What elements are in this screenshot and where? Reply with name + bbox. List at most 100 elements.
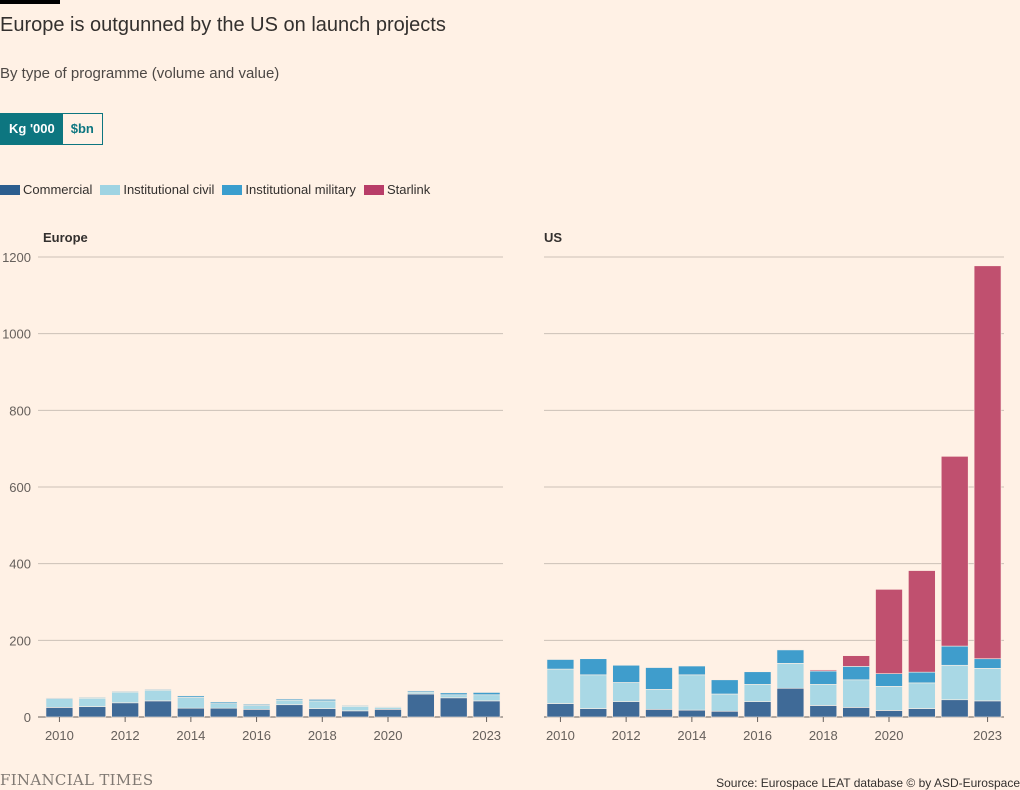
us-bar-institutional-civil-2020 (875, 686, 903, 711)
europe-bar-commercial-2010 (45, 707, 74, 718)
legend-swatch-institutional-military (222, 184, 243, 195)
y-tick-label-1200: 1200 (2, 250, 31, 265)
chart-subtitle: By type of programme (volume and value) (0, 65, 280, 82)
us-x-tick-label-2012: 2012 (612, 728, 641, 743)
europe-bar-institutional-military-2012 (111, 691, 139, 693)
us-bar-starlink-2019 (842, 655, 870, 667)
us-x-tick-label-2018: 2018 (809, 728, 838, 743)
us-x-tick-label-2010: 2010 (546, 728, 575, 743)
legend-swatch-starlink (363, 184, 384, 195)
legend-swatch-commercial (0, 184, 20, 195)
legend-label-starlink: Starlink (386, 182, 431, 197)
us-bar-institutional-civil-2021 (908, 682, 936, 709)
panel-title-us: US (544, 230, 563, 245)
europe-bar-institutional-military-2017 (275, 698, 304, 701)
europe-bar-commercial-2013 (144, 700, 172, 718)
legend-item-starlink: Starlink (363, 182, 431, 197)
us-bar-institutional-military-2021 (908, 671, 936, 684)
us-bar-commercial-2012 (612, 701, 640, 718)
europe-bar-institutional-military-2018 (308, 699, 337, 702)
legend-item-institutional-civil: Institutional civil (100, 182, 214, 197)
us-bar-institutional-civil-2023 (973, 668, 1002, 702)
toggle-kg-button[interactable]: Kg '000 (1, 114, 63, 144)
legend-item-institutional-military: Institutional military (222, 182, 356, 197)
us-bar-institutional-civil-2018 (809, 684, 838, 706)
us-bar-commercial-2023 (973, 700, 1002, 718)
europe-bar-institutional-civil-2013 (144, 689, 172, 702)
us-bar-institutional-military-2023 (973, 658, 1002, 669)
us-bar-institutional-military-2015 (710, 679, 739, 695)
europe-x-tick-label-2014: 2014 (176, 728, 205, 743)
us-bar-commercial-2020 (875, 710, 903, 718)
source-note: Source: Eurospace LEAT database © by ASD… (716, 776, 1020, 790)
europe-x-tick-label-2020: 2020 (374, 728, 403, 743)
y-tick-label-400: 400 (9, 557, 31, 572)
us-bar-institutional-military-2022 (940, 645, 969, 666)
us-bar-institutional-military-2011 (579, 658, 608, 676)
legend-label-institutional-civil: Institutional civil (123, 182, 215, 197)
us-bar-institutional-civil-2014 (678, 674, 706, 711)
us-bar-institutional-civil-2010 (546, 668, 575, 704)
europe-bar-institutional-civil-2022 (439, 694, 468, 699)
us-bar-institutional-civil-2022 (940, 664, 969, 701)
europe-x-tick-label-2012: 2012 (111, 728, 140, 743)
us-bar-institutional-civil-2016 (743, 684, 772, 702)
europe-bar-commercial-2011 (78, 706, 107, 718)
europe-bar-institutional-military-2019 (341, 705, 369, 707)
us-bar-commercial-2015 (710, 710, 739, 718)
legend: Commercial Institutional civil Instituti… (0, 182, 438, 197)
us-bar-starlink-2021 (908, 570, 936, 673)
europe-bar-commercial-2023 (472, 700, 501, 718)
europe-bar-commercial-2016 (242, 709, 271, 718)
us-bar-commercial-2021 (908, 708, 936, 718)
europe-bar-institutional-military-2021 (407, 690, 435, 693)
europe-bar-institutional-civil-2017 (275, 699, 304, 706)
europe-bar-commercial-2019 (341, 710, 369, 718)
y-tick-label-800: 800 (9, 403, 31, 418)
europe-bar-institutional-military-2011 (78, 697, 107, 699)
europe-bar-institutional-civil-2023 (472, 694, 501, 702)
us-bar-commercial-2016 (743, 701, 772, 718)
us-bar-starlink-2018 (809, 669, 838, 672)
europe-bar-institutional-civil-2014 (177, 697, 205, 709)
legend-label-commercial: Commercial (23, 182, 93, 197)
europe-bar-commercial-2015 (209, 707, 238, 718)
europe-bar-institutional-military-2016 (242, 704, 271, 706)
us-bar-commercial-2014 (678, 709, 706, 718)
europe-bar-institutional-military-2013 (144, 689, 172, 691)
europe-bar-commercial-2017 (275, 704, 304, 718)
us-bar-institutional-military-2010 (546, 659, 575, 670)
europe-bar-institutional-civil-2011 (78, 697, 107, 707)
us-bar-institutional-military-2019 (842, 666, 870, 681)
y-tick-label-200: 200 (9, 633, 31, 648)
us-bar-institutional-civil-2019 (842, 679, 870, 708)
europe-bar-institutional-civil-2015 (209, 703, 238, 709)
us-bar-institutional-military-2018 (809, 670, 838, 685)
us-bar-institutional-civil-2017 (776, 663, 805, 689)
y-tick-label-1000: 1000 (2, 327, 31, 342)
us-bar-commercial-2011 (579, 708, 608, 718)
us-bar-commercial-2019 (842, 707, 870, 718)
europe-bar-commercial-2018 (308, 708, 337, 718)
europe-bar-commercial-2021 (407, 693, 435, 718)
europe-bar-commercial-2012 (111, 702, 139, 718)
legend-swatch-institutional-civil (100, 184, 121, 195)
us-x-tick-label-2016: 2016 (743, 728, 772, 743)
toggle-usd-button[interactable]: $bn (62, 114, 102, 144)
us-bar-institutional-military-2016 (743, 671, 772, 685)
us-x-tick-label-2020: 2020 (875, 728, 904, 743)
panel-title-europe: Europe (43, 230, 88, 245)
europe-bar-institutional-military-2014 (177, 695, 205, 698)
europe-bar-commercial-2022 (439, 697, 468, 718)
us-bar-institutional-civil-2015 (710, 693, 739, 712)
us-bar-institutional-civil-2011 (579, 674, 608, 709)
us-x-tick-label-2023: 2023 (973, 728, 1002, 743)
europe-bar-institutional-civil-2019 (341, 705, 369, 712)
ft-logo: FINANCIAL TIMES (0, 771, 154, 789)
us-bar-commercial-2017 (776, 687, 805, 718)
us-bar-commercial-2010 (546, 703, 575, 718)
ft-top-bar (0, 0, 60, 4)
europe-bar-institutional-military-2015 (209, 701, 238, 704)
europe-bar-institutional-civil-2010 (45, 698, 74, 708)
